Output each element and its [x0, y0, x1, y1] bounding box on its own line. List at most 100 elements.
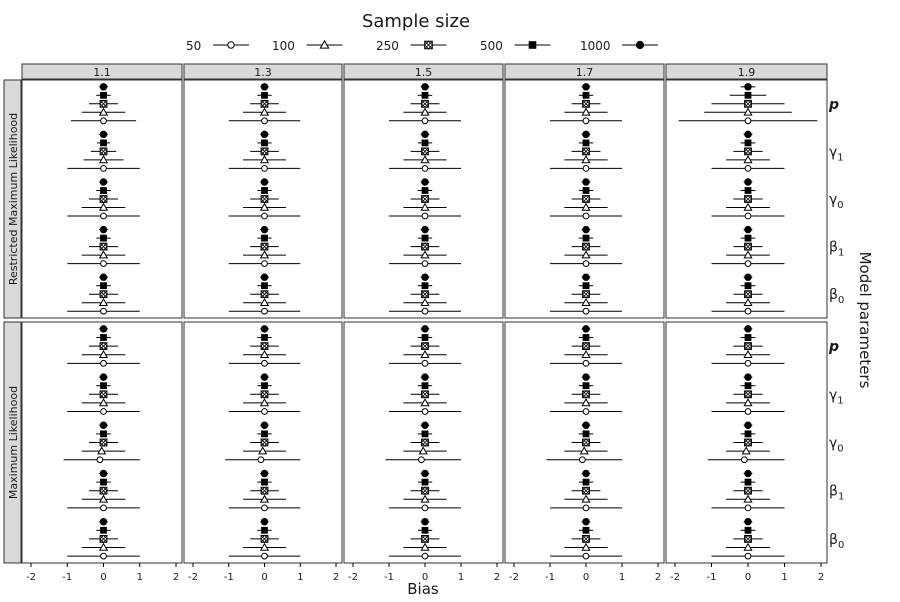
- point-ML-1.3-p1-n100: [259, 398, 270, 407]
- point-ML-1.9-p4-n1000: [744, 517, 752, 526]
- x-tick-label: 0: [261, 572, 267, 583]
- point-ML-1.3-p3-n250: [260, 486, 269, 495]
- point-ML-1.9-p3-n1000: [744, 469, 752, 478]
- x-axis-1.1: -2 -1 0 1 2: [26, 563, 179, 583]
- x-tick-label: -1: [545, 572, 555, 583]
- point-REML-1.9-p0-n1000: [744, 83, 752, 91]
- point-ML-1.3-p3-n500: [261, 478, 268, 486]
- point-REML-1.3-p4-n100: [259, 297, 270, 307]
- point-ML-1.3-p1-n1000: [260, 373, 269, 381]
- point-REML-1.7-p1-n250: [582, 147, 590, 156]
- legend-key-marker-100: [319, 39, 330, 49]
- point-REML-1.7-p2-n100: [581, 202, 591, 211]
- x-tick-label: 2: [173, 572, 179, 583]
- point-REML-1.1-p4-n500: [100, 282, 107, 290]
- point-ML-1.3-p3-n50: [261, 504, 268, 512]
- panels: 1.1 1.3 1.5 1.7 1.9 Restricted Maximum Likeli…: [3, 63, 844, 583]
- point-REML-1.1-p0-n250: [99, 99, 108, 108]
- point-ML-1.1-p2-n1000: [99, 421, 108, 430]
- point-ML-1.5-p1-n1000: [421, 373, 429, 381]
- legend-key-marker-1000: [635, 40, 645, 50]
- param-label-REML-4: β0: [829, 287, 844, 306]
- point-ML-1.9-p4-n50: [744, 552, 752, 560]
- point-REML-1.5-p3-n1000: [421, 225, 429, 234]
- point-REML-1.9-p3-n500: [744, 234, 752, 242]
- x-tick-label: 1: [297, 572, 303, 583]
- point-ML-1.5-p3-n250: [421, 486, 429, 495]
- point-ML-1.3-p4-n100: [259, 542, 270, 551]
- point-ML-1.9-p1-n500: [744, 382, 752, 390]
- strip-1.1: [21, 63, 183, 80]
- point-REML-1.5-p1-n500: [421, 139, 429, 147]
- point-ML-1.5-p4-n100: [420, 542, 430, 551]
- point-ML-1.7-p4-n500: [582, 526, 590, 534]
- point-REML-1.5-p0-n250: [421, 99, 429, 108]
- point-ML-1.7-p2-n1000: [582, 421, 590, 430]
- panel-ML-1.7: [504, 321, 665, 564]
- point-ML-1.7-p1-n250: [582, 390, 590, 399]
- point-ML-1.7-p2-n250: [582, 438, 590, 447]
- point-ML-1.9-p0-n100: [743, 349, 753, 359]
- point-REML-1.5-p4-n1000: [421, 273, 429, 281]
- point-ML-1.9-p4-n500: [744, 526, 752, 534]
- point-ML-1.7-p0-n100: [581, 349, 591, 359]
- point-REML-1.3-p1-n500: [261, 139, 268, 147]
- row-strip-ML: [3, 321, 22, 564]
- point-REML-1.5-p2-n100: [420, 202, 430, 211]
- point-REML-1.1-p4-n250: [99, 290, 108, 299]
- x-axis-1.5: -2 -1 0 1 2: [348, 563, 500, 583]
- point-ML-1.7-p1-n50: [582, 408, 590, 415]
- point-ML-1.3-p4-n1000: [260, 517, 269, 526]
- panel-REML-1.1: [21, 79, 183, 319]
- point-ML-1.1-p0-n100: [98, 349, 109, 359]
- point-ML-1.1-p4-n250: [99, 534, 108, 543]
- point-REML-1.3-p0-n50: [261, 117, 268, 125]
- point-REML-1.5-p2-n50: [421, 212, 429, 220]
- point-REML-1.7-p3-n50: [582, 260, 590, 267]
- point-REML-1.9-p2-n100: [743, 202, 753, 211]
- point-ML-1.1-p0-n1000: [99, 325, 108, 333]
- point-REML-1.9-p2-n1000: [744, 178, 752, 186]
- point-ML-1.5-p1-n100: [420, 398, 430, 407]
- point-REML-1.3-p3-n100: [259, 250, 270, 259]
- point-REML-1.5-p0-n1000: [421, 83, 429, 91]
- point-ML-1.9-p4-n100: [743, 542, 753, 551]
- point-REML-1.7-p2-n50: [582, 212, 590, 220]
- row-strip-REML: [3, 79, 22, 319]
- point-ML-1.5-p1-n50: [421, 408, 429, 415]
- point-ML-1.3-p2-n250: [260, 438, 269, 447]
- point-ML-1.7-p3-n250: [582, 486, 590, 495]
- point-ML-1.9-p2-n50: [740, 456, 748, 464]
- point-ML-1.7-p4-n1000: [582, 517, 590, 526]
- point-REML-1.9-p2-n500: [744, 187, 752, 194]
- point-REML-1.7-p1-n1000: [582, 130, 590, 139]
- point-REML-1.5-p3-n500: [421, 234, 429, 242]
- point-ML-1.9-p2-n250: [744, 438, 752, 447]
- point-REML-1.7-p2-n1000: [582, 178, 590, 186]
- point-REML-1.1-p2-n500: [100, 187, 107, 194]
- x-tick-label: -1: [707, 572, 717, 583]
- point-ML-1.3-p2-n500: [261, 430, 268, 438]
- point-ML-1.1-p2-n100: [97, 446, 107, 455]
- point-ML-1.7-p1-n1000: [582, 373, 590, 381]
- panel-REML-1.3: [183, 79, 343, 319]
- point-REML-1.5-p3-n250: [421, 242, 429, 251]
- point-ML-1.1-p1-n50: [100, 408, 107, 415]
- point-ML-1.9-p1-n1000: [744, 373, 752, 381]
- point-ML-1.1-p0-n50: [100, 359, 107, 367]
- point-REML-1.3-p4-n500: [261, 282, 268, 290]
- point-REML-1.7-p2-n250: [582, 195, 590, 203]
- point-REML-1.9-p2-n250: [744, 195, 752, 203]
- point-ML-1.3-p4-n500: [261, 526, 268, 534]
- x-tick-label: -2: [348, 572, 358, 583]
- point-ML-1.3-p0-n100: [259, 349, 270, 359]
- point-REML-1.9-p2-n50: [744, 212, 752, 220]
- x-tick-label: -1: [384, 572, 394, 583]
- point-REML-1.3-p2-n500: [261, 187, 268, 194]
- point-ML-1.9-p3-n500: [744, 478, 752, 486]
- x-tick-label: -2: [26, 572, 36, 583]
- point-ML-1.7-p0-n1000: [582, 325, 590, 333]
- strip-label-1.3: 1.3: [254, 66, 272, 79]
- x-tick-label: 0: [100, 572, 106, 583]
- point-ML-1.5-p0-n1000: [421, 325, 429, 333]
